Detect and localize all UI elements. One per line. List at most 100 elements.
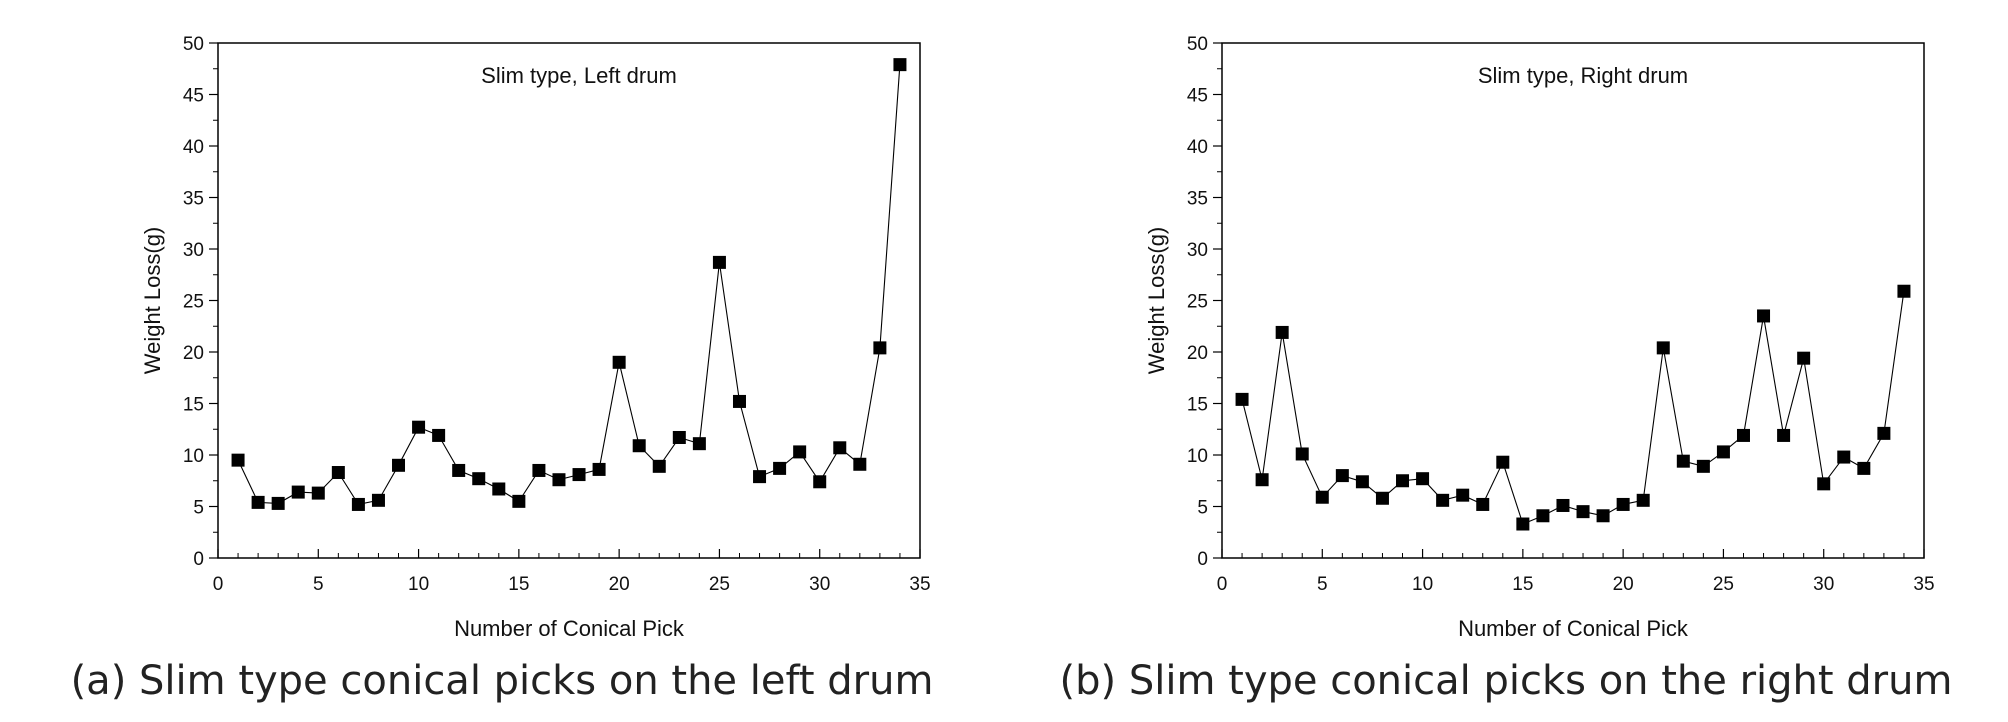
x-tick-label: 20 — [609, 574, 630, 595]
data-point — [392, 458, 406, 472]
data-point — [813, 475, 827, 489]
data-point — [472, 472, 486, 486]
caption-right: (b) Slim type conical picks on the right… — [1059, 658, 1953, 704]
y-axis-label: Weight Loss(g) — [140, 227, 165, 375]
data-point — [1235, 392, 1249, 406]
data-point — [1636, 493, 1650, 507]
y-tick-label: 25 — [1187, 292, 1208, 313]
y-tick-label: 0 — [1197, 549, 1208, 570]
x-tick-label: 30 — [1813, 574, 1834, 595]
y-tick-label: 0 — [193, 549, 204, 570]
chart-panel-left: 0 5 10 15 20 25 30 35 0 5 10 15 20 25 30 35 40 45 50 Number… — [70, 34, 934, 704]
data-point — [873, 341, 887, 355]
y-tick-label: 15 — [183, 395, 204, 416]
data-point — [1656, 341, 1670, 355]
x-tick-label: 35 — [909, 574, 930, 595]
data-point — [452, 463, 466, 477]
data-point — [1736, 428, 1750, 442]
x-tick-label: 0 — [213, 574, 224, 595]
chart-left: 0 5 10 15 20 25 30 35 0 5 10 15 20 25 30 35 40 45 50 Number… — [140, 34, 931, 641]
data-point — [532, 463, 546, 477]
data-point — [1416, 472, 1430, 486]
data-point — [893, 58, 907, 72]
data-point — [1456, 488, 1470, 502]
chart-panel-right: 0 5 10 15 20 25 30 35 0 5 10 15 20 25 30 35 40 45 50 Number… — [1004, 0, 2008, 722]
y-tick-label: 5 — [1197, 498, 1208, 519]
x-tick-label: 10 — [408, 574, 429, 595]
x-tick-label: 25 — [709, 574, 730, 595]
y-tick-label: 15 — [1187, 395, 1208, 416]
y-tick-label: 30 — [1187, 240, 1208, 261]
y-tick-label: 50 — [1187, 34, 1208, 55]
chart-title: Slim type, Left drum — [481, 63, 677, 88]
data-point — [612, 355, 626, 369]
y-tick-label: 30 — [183, 240, 204, 261]
data-point — [1536, 509, 1550, 523]
data-point — [853, 457, 867, 471]
data-point — [592, 462, 606, 476]
y-tick-label: 40 — [183, 137, 204, 158]
data-point — [492, 482, 506, 496]
y-tick-label: 20 — [183, 343, 204, 364]
data-point — [1857, 461, 1871, 475]
data-point — [652, 459, 666, 473]
data-point — [1556, 498, 1570, 512]
data-point — [1396, 474, 1410, 488]
data-point — [251, 495, 265, 509]
data-point — [833, 441, 847, 455]
data-point — [572, 468, 586, 482]
data-point — [1355, 475, 1369, 489]
data-point — [311, 486, 325, 500]
data-point — [712, 255, 726, 269]
data-point — [1777, 428, 1791, 442]
data-point — [732, 394, 746, 408]
x-axis-label: Number of Conical Pick — [454, 616, 685, 641]
data-point — [1616, 497, 1630, 511]
data-point — [1837, 450, 1851, 464]
data-point — [692, 437, 706, 451]
y-tick-label: 35 — [183, 189, 204, 210]
series-line — [237, 64, 901, 506]
data-point — [1797, 351, 1811, 365]
data-point — [432, 428, 446, 442]
data-point — [412, 420, 426, 434]
data-point — [351, 497, 365, 511]
data-point — [1275, 325, 1289, 339]
data-point — [793, 445, 807, 459]
x-tick-label: 35 — [1913, 574, 1934, 595]
data-point — [1295, 447, 1309, 461]
y-tick-label: 25 — [183, 292, 204, 313]
data-point — [1596, 509, 1610, 523]
data-point — [1476, 497, 1490, 511]
caption-left: (a) Slim type conical picks on the left … — [70, 658, 934, 704]
data-point — [1696, 459, 1710, 473]
x-tick-label: 15 — [508, 574, 529, 595]
data-point — [512, 494, 526, 508]
y-tick-label: 40 — [1187, 137, 1208, 158]
data-point — [1436, 493, 1450, 507]
y-tick-label: 10 — [183, 446, 204, 467]
data-point — [271, 496, 285, 510]
chart-right: 0 5 10 15 20 25 30 35 0 5 10 15 20 25 30 35 40 45 50 Number… — [1144, 34, 1935, 641]
data-point — [1335, 469, 1349, 483]
y-axis-label: Weight Loss(g) — [1144, 227, 1169, 375]
data-point — [1516, 517, 1530, 531]
x-axis-label: Number of Conical Pick — [1458, 616, 1689, 641]
data-point — [552, 473, 566, 487]
x-tick-label: 0 — [1217, 574, 1228, 595]
data-point — [1576, 505, 1590, 519]
data-point — [1676, 454, 1690, 468]
data-point — [231, 453, 245, 467]
x-tick-label: 15 — [1512, 574, 1533, 595]
y-tick-label: 45 — [183, 86, 204, 107]
x-tick-label: 20 — [1613, 574, 1634, 595]
data-point — [632, 439, 646, 453]
x-tick-label: 5 — [313, 574, 324, 595]
x-tick-label: 25 — [1713, 574, 1734, 595]
y-tick-label: 5 — [193, 498, 204, 519]
x-tick-label: 10 — [1412, 574, 1433, 595]
x-tick-label: 30 — [809, 574, 830, 595]
data-point — [1496, 455, 1510, 469]
data-point — [672, 430, 686, 444]
y-tick-label: 35 — [1187, 189, 1208, 210]
